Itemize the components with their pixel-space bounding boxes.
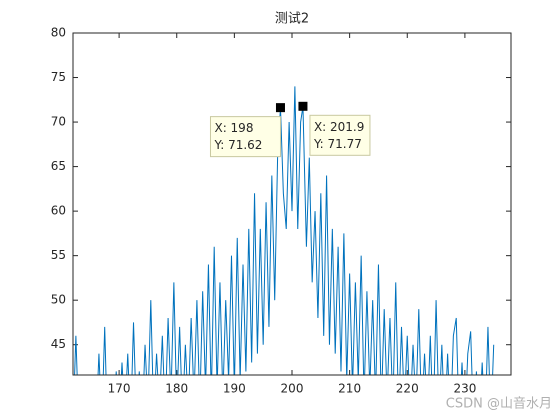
x-tick-label: 220 [396,382,419,396]
datatip-marker [298,101,308,111]
axes-box [72,32,512,376]
x-tick-label: 170 [108,382,131,396]
x-tick-label: 180 [165,382,188,396]
y-tick-label: 50 [51,293,66,307]
y-tick-label: 45 [51,337,66,351]
data-line [74,86,495,375]
x-tick-label: 210 [338,382,361,396]
y-tick-label: 80 [51,26,66,40]
y-tick-label: 60 [51,204,66,218]
chart-title: 测试2 [275,12,309,27]
x-tick-label: 190 [223,382,246,396]
y-tick-label: 65 [51,159,66,173]
y-tick-label: 55 [51,248,66,262]
datatip-y: Y: 71.62 [213,138,262,152]
y-tick-label: 75 [51,70,66,84]
datatip-x: X: 201.9 [314,120,364,134]
watermark: CSDN @山音水月 [446,396,552,412]
datatip-box [309,114,371,156]
x-tick-label: 230 [453,382,476,396]
x-tick-label: 200 [281,382,304,396]
datatip-y: Y: 71.77 [313,137,362,151]
datatip-x: X: 198 [214,121,253,135]
y-tick-label: 70 [51,115,66,129]
datatip-marker [275,103,285,113]
datatip-box [209,116,281,158]
